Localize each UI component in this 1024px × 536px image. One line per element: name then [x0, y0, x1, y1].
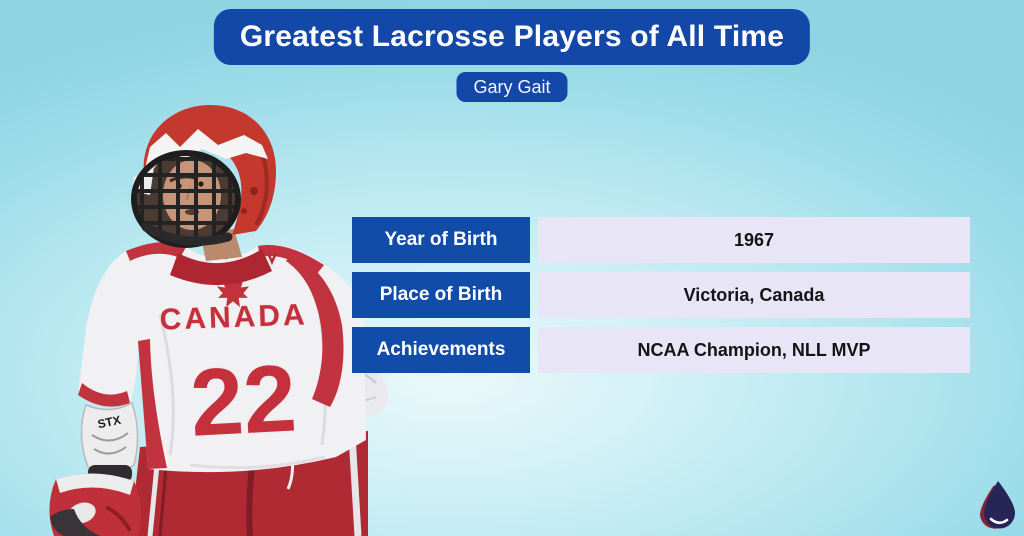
- arm-pad-brand-text: STX: [96, 413, 122, 432]
- player-photo: CANADA 22 STX: [49, 105, 388, 536]
- row-value-place-of-birth: Victoria, Canada: [538, 272, 970, 318]
- page-title: Greatest Lacrosse Players of All Time: [213, 9, 811, 65]
- jersey-team-text: CANADA: [159, 298, 308, 336]
- table-row: Achievements NCAA Champion, NLL MVP: [352, 327, 970, 373]
- table-row: Place of Birth Victoria, Canada: [352, 272, 970, 318]
- water-drop-logo-icon: [980, 481, 1015, 529]
- row-value-achievements: NCAA Champion, NLL MVP: [538, 327, 970, 373]
- row-label-achievements: Achievements: [352, 327, 530, 373]
- player-name-badge: Gary Gait: [456, 72, 568, 102]
- warrior-logo: [266, 252, 278, 266]
- info-table: Year of Birth 1967 Place of Birth Victor…: [352, 217, 970, 373]
- row-value-year-of-birth: 1967: [538, 217, 970, 263]
- jersey-number: 22: [188, 345, 299, 456]
- row-label-place-of-birth: Place of Birth: [352, 272, 530, 318]
- lacrosse-helmet: [131, 105, 276, 248]
- row-label-year-of-birth: Year of Birth: [352, 217, 530, 263]
- table-row: Year of Birth 1967: [352, 217, 970, 263]
